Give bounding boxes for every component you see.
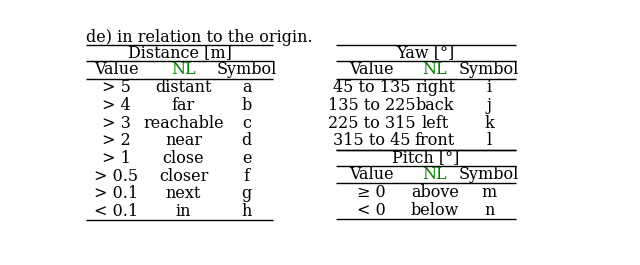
Text: distant: distant — [156, 79, 212, 96]
Text: 225 to 315: 225 to 315 — [328, 114, 415, 131]
Text: a: a — [242, 79, 252, 96]
Text: Symbol: Symbol — [459, 61, 520, 78]
Text: > 1: > 1 — [102, 150, 131, 167]
Text: back: back — [416, 97, 454, 114]
Text: i: i — [486, 79, 492, 96]
Text: Pitch [°]: Pitch [°] — [392, 149, 460, 166]
Text: < 0.1: < 0.1 — [94, 203, 138, 220]
Text: 135 to 225: 135 to 225 — [328, 97, 415, 114]
Text: in: in — [176, 203, 191, 220]
Text: d: d — [241, 132, 252, 149]
Text: closer: closer — [159, 168, 208, 185]
Text: k: k — [484, 114, 494, 131]
Text: h: h — [241, 203, 252, 220]
Text: > 5: > 5 — [102, 79, 131, 96]
Text: NL: NL — [171, 61, 196, 78]
Text: b: b — [241, 97, 252, 114]
Text: front: front — [415, 132, 455, 149]
Text: Value: Value — [349, 61, 394, 78]
Text: l: l — [486, 132, 492, 149]
Text: far: far — [172, 97, 195, 114]
Text: Value: Value — [94, 61, 139, 78]
Text: Distance [m]: Distance [m] — [127, 45, 232, 61]
Text: n: n — [484, 202, 494, 219]
Text: Symbol: Symbol — [216, 61, 277, 78]
Text: > 2: > 2 — [102, 132, 131, 149]
Text: 45 to 135: 45 to 135 — [333, 79, 410, 96]
Text: f: f — [244, 168, 250, 185]
Text: e: e — [242, 150, 252, 167]
Text: NL: NL — [422, 166, 447, 183]
Text: < 0: < 0 — [357, 202, 386, 219]
Text: Value: Value — [349, 166, 394, 183]
Text: 315 to 45: 315 to 45 — [333, 132, 410, 149]
Text: NL: NL — [422, 61, 447, 78]
Text: m: m — [481, 184, 497, 201]
Text: near: near — [165, 132, 202, 149]
Text: > 0.5: > 0.5 — [94, 168, 138, 185]
Text: Yaw [°]: Yaw [°] — [397, 45, 455, 61]
Text: de) in relation to the origin.: de) in relation to the origin. — [86, 29, 313, 46]
Text: > 4: > 4 — [102, 97, 131, 114]
Text: Symbol: Symbol — [459, 166, 520, 183]
Text: c: c — [242, 114, 251, 131]
Text: below: below — [411, 202, 459, 219]
Text: next: next — [166, 186, 201, 202]
Text: right: right — [415, 79, 455, 96]
Text: above: above — [411, 184, 459, 201]
Text: left: left — [421, 114, 449, 131]
Text: > 0.1: > 0.1 — [94, 186, 138, 202]
Text: reachable: reachable — [143, 114, 224, 131]
Text: close: close — [163, 150, 204, 167]
Text: ≥ 0: ≥ 0 — [357, 184, 386, 201]
Text: g: g — [241, 186, 252, 202]
Text: j: j — [486, 97, 492, 114]
Text: > 3: > 3 — [102, 114, 131, 131]
